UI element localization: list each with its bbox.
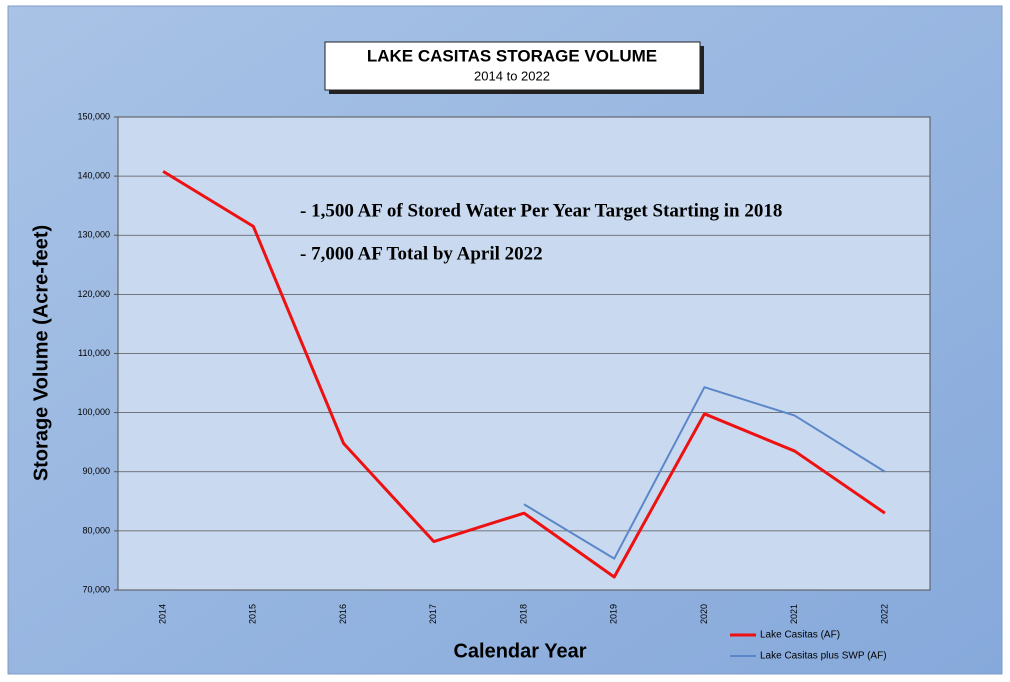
y-axis-title: Storage Volume (Acre-feet) — [30, 225, 52, 481]
x-tick-label: 2015 — [248, 604, 258, 624]
y-tick-label: 140,000 — [77, 171, 110, 181]
y-tick-label: 150,000 — [77, 111, 110, 121]
y-tick-label: 80,000 — [82, 525, 110, 535]
x-tick-label: 2018 — [518, 604, 528, 624]
legend-label: Lake Casitas plus SWP (AF) — [760, 651, 887, 662]
x-tick-label: 2014 — [157, 604, 167, 624]
x-tick-label: 2020 — [699, 604, 709, 624]
y-tick-label: 100,000 — [77, 407, 110, 417]
x-tick-label: 2016 — [338, 604, 348, 624]
y-tick-label: 120,000 — [77, 289, 110, 299]
title-box — [324, 41, 701, 91]
x-tick-label: 2022 — [879, 604, 889, 624]
x-tick-label: 2021 — [789, 604, 799, 624]
series-line — [523, 386, 886, 560]
annotation: - 7,000 AF Total by April 2022 — [300, 243, 543, 264]
y-tick-label: 90,000 — [82, 466, 110, 476]
x-tick-label: 2017 — [428, 604, 438, 624]
y-tick-label: 130,000 — [77, 230, 110, 240]
annotation: - 1,500 AF of Stored Water Per Year Targ… — [300, 200, 782, 221]
chart-title: LAKE CASITAS STORAGE VOLUME — [367, 46, 657, 65]
x-tick-label: 2019 — [609, 604, 619, 624]
series-line — [162, 170, 886, 579]
chart-subtitle: 2014 to 2022 — [474, 68, 550, 83]
legend-label: Lake Casitas (AF) — [760, 630, 840, 641]
y-tick-label: 110,000 — [78, 348, 110, 358]
x-axis-title: Calendar Year — [453, 640, 586, 662]
y-tick-label: 70,000 — [82, 584, 110, 594]
